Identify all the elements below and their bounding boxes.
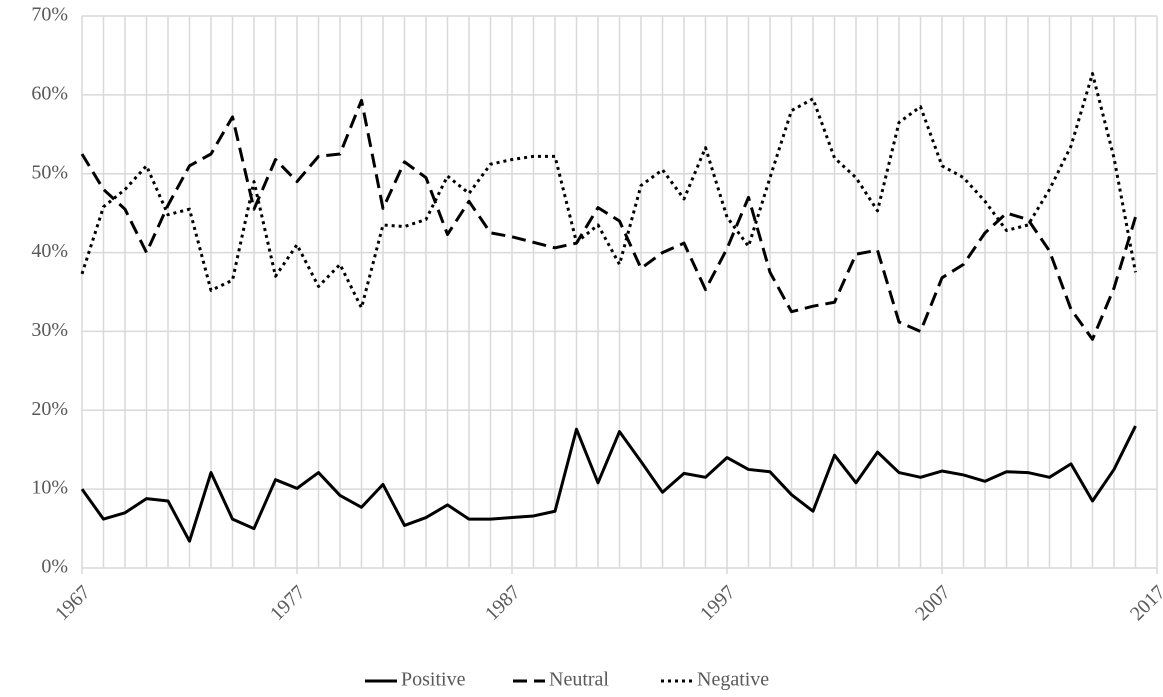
y-tick-label: 10%: [31, 477, 68, 499]
y-tick-label: 20%: [31, 398, 68, 420]
y-tick-label: 0%: [41, 556, 68, 578]
legend: Positive Neutral Negative: [365, 669, 769, 691]
legend-label: Negative: [697, 669, 769, 691]
series-line: [80, 72, 1137, 310]
x-tick-label: 2007: [911, 581, 955, 625]
series-line: [80, 98, 1137, 341]
x-tick-label: 2017: [1126, 581, 1163, 625]
y-tick-label: 60%: [31, 82, 68, 104]
legend-label: Positive: [401, 669, 466, 691]
x-tick-label: 1977: [266, 581, 310, 625]
y-tick-label: 50%: [31, 161, 68, 183]
series-line: [80, 425, 1137, 543]
legend-label: Neutral: [549, 669, 609, 691]
x-tick-label: 1987: [481, 581, 525, 625]
y-tick-label: 70%: [31, 4, 68, 26]
x-tick-label: 1967: [51, 581, 95, 625]
y-tick-label: 40%: [31, 240, 68, 262]
x-tick-label: 1997: [696, 581, 740, 625]
y-tick-label: 30%: [31, 319, 68, 341]
